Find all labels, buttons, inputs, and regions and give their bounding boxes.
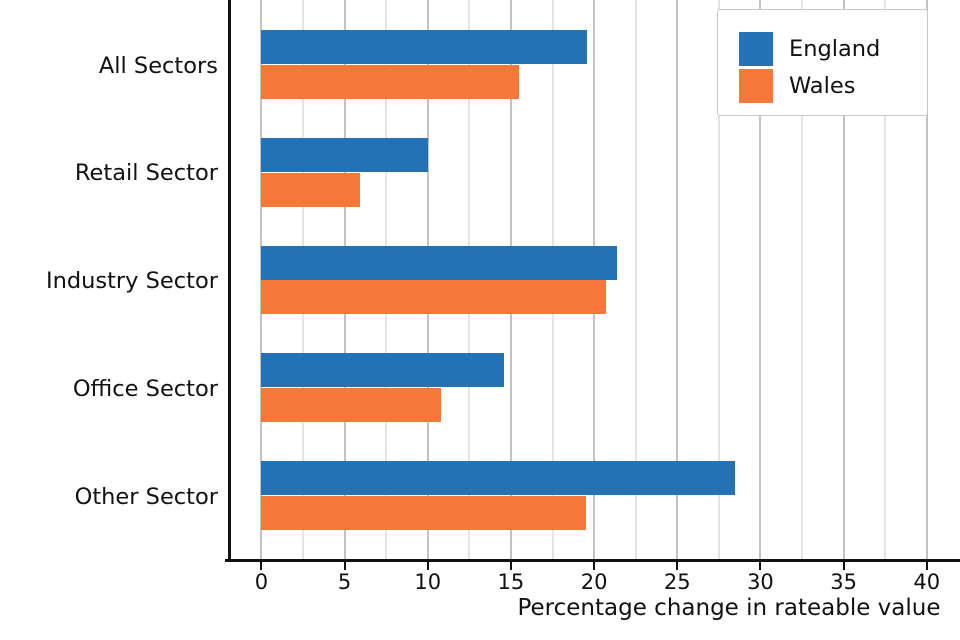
category-label-retail-sector: Retail Sector <box>74 160 218 187</box>
gridline-major-40 <box>925 0 928 559</box>
x-tick-label-35: 35 <box>830 570 857 594</box>
x-tick-label-5: 5 <box>337 570 352 594</box>
gridline-minor-27.5 <box>717 0 720 559</box>
x-tick-0 <box>260 562 263 570</box>
wales-color-swatch <box>739 69 773 103</box>
gridline-minor-22.5 <box>634 0 637 559</box>
x-tick-20 <box>593 562 596 570</box>
bar-wales-industry-sector <box>261 280 606 315</box>
x-tick-label-20: 20 <box>580 570 608 594</box>
x-tick-label-10: 10 <box>414 570 442 594</box>
x-tick-label-15: 15 <box>497 570 525 594</box>
legend-item-wales: Wales <box>739 69 927 103</box>
bar-wales-office-sector <box>261 388 442 423</box>
x-tick-35 <box>842 562 845 570</box>
x-tick-label-30: 30 <box>747 570 774 594</box>
gridline-major-30 <box>759 0 762 559</box>
legend-label-wales: Wales <box>789 73 856 99</box>
x-tick-30 <box>759 562 762 570</box>
bar-england-office-sector <box>261 353 505 388</box>
x-tick-15 <box>509 562 512 570</box>
legend: England Wales <box>717 9 928 116</box>
gridline-minor-32.5 <box>801 0 804 559</box>
gridline-major-25 <box>676 0 679 559</box>
x-tick-label-25: 25 <box>663 570 691 594</box>
bar-wales-retail-sector <box>261 172 360 207</box>
x-axis-label: Percentage change in rateable value <box>517 595 941 621</box>
bar-wales-other-sector <box>261 496 586 530</box>
category-label-all-sectors: All Sectors <box>98 52 218 79</box>
x-tick-5 <box>343 562 346 570</box>
england-color-swatch <box>739 32 773 66</box>
legend-item-england: England <box>739 32 927 66</box>
gridline-minor-37.5 <box>884 0 887 559</box>
x-tick-label-40: 40 <box>913 570 941 594</box>
x-tick-label-0: 0 <box>254 570 269 594</box>
bar-wales-all-sectors <box>261 64 520 99</box>
x-axis-line <box>225 559 960 562</box>
x-tick-40 <box>925 562 928 570</box>
category-label-office-sector: Office Sector <box>72 375 218 402</box>
category-label-industry-sector: Industry Sector <box>45 268 218 295</box>
bar-england-industry-sector <box>261 245 618 280</box>
bar-england-other-sector <box>261 461 736 496</box>
y-axis-line <box>228 0 231 562</box>
bar-england-all-sectors <box>261 30 588 64</box>
gridline-major-35 <box>842 0 845 559</box>
x-tick-25 <box>676 562 679 570</box>
category-label-other-sector: Other Sector <box>74 483 218 510</box>
legend-label-england: England <box>789 36 881 62</box>
x-tick-10 <box>426 562 429 570</box>
bar-england-retail-sector <box>261 137 428 172</box>
